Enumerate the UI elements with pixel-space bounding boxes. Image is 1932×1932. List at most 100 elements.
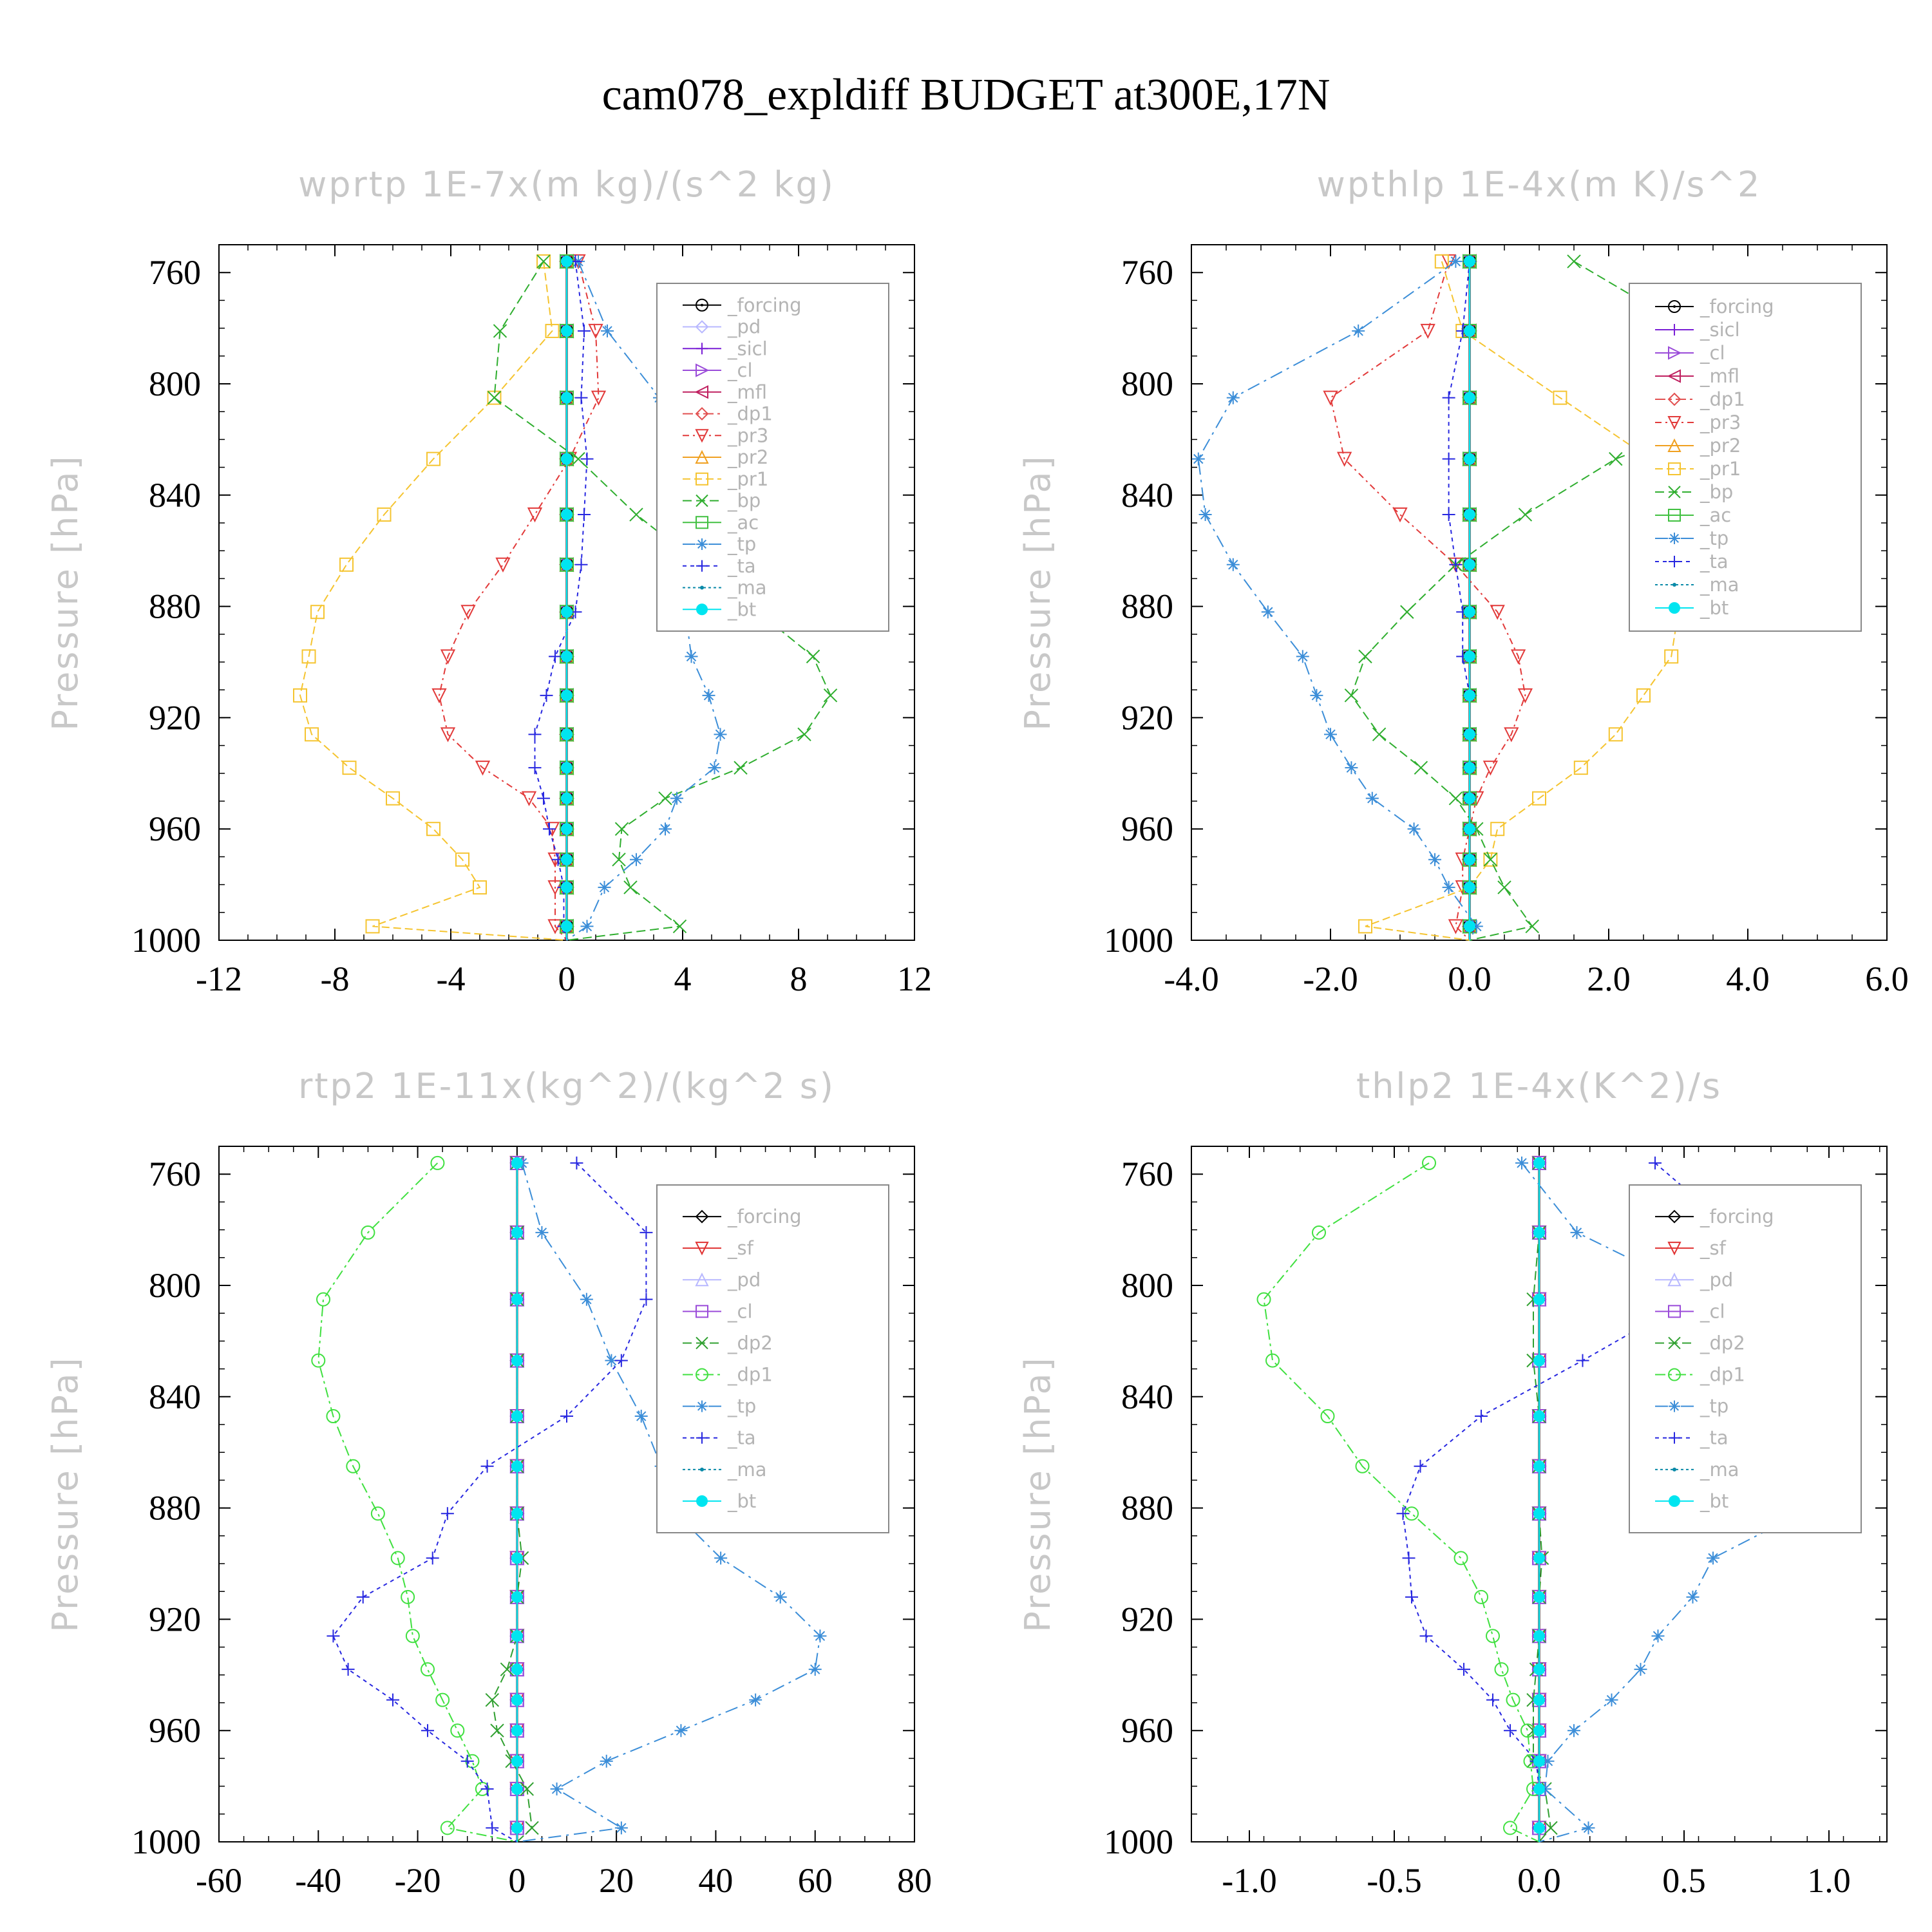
data-point-marker — [1504, 1724, 1517, 1738]
data-point-marker — [561, 823, 573, 835]
legend-symbol-marker — [1669, 533, 1680, 544]
legend-box — [1629, 1184, 1862, 1533]
legend-item: _cl — [683, 359, 753, 381]
data-point-marker — [520, 1782, 534, 1796]
data-point-marker — [356, 1590, 370, 1604]
legend: _forcing _sf _pd _cl _dp2 _dp1 _tp _ta _ma _bt — [656, 1184, 889, 1533]
legend-item: _sicl — [683, 337, 768, 359]
data-point-marker — [561, 792, 573, 804]
data-point-marker — [734, 761, 748, 775]
data-point-marker — [561, 255, 573, 267]
data-point-marker — [685, 650, 698, 663]
x-tick-label: -8 — [321, 960, 350, 998]
data-point-marker — [1449, 558, 1463, 571]
data-point-marker — [1405, 1590, 1418, 1604]
legend-label: _cl — [727, 1300, 753, 1322]
legend-label: _tp — [1700, 527, 1728, 549]
data-point-marker — [365, 919, 380, 934]
legend-symbol-marker — [1667, 438, 1681, 452]
y-tick-label: 920 — [1121, 1600, 1173, 1638]
data-point-marker — [316, 1292, 330, 1307]
legend-symbol-marker — [1667, 369, 1681, 383]
series-bt — [511, 1157, 523, 1842]
legend-item: _forcing — [683, 1206, 802, 1227]
data-point-marker — [1464, 453, 1475, 465]
data-point-marker — [605, 1354, 618, 1367]
data-point-marker — [1344, 688, 1359, 703]
x-tick-label: 20 — [599, 1861, 634, 1900]
data-point-marker — [545, 323, 560, 338]
legend-item: _pd — [1655, 1269, 1733, 1291]
data-point-marker — [561, 453, 573, 465]
data-point-marker — [1651, 1629, 1665, 1643]
data-point-marker — [511, 1157, 523, 1169]
y-tick-label: 960 — [1121, 810, 1173, 848]
series-bt — [1464, 255, 1475, 940]
x-tick-label: 4.0 — [1726, 960, 1770, 998]
y-tick-label: 800 — [149, 1266, 201, 1305]
data-point-marker — [1533, 1663, 1545, 1676]
legend-symbol-marker — [1667, 416, 1681, 430]
legend-item: _pr1 — [683, 468, 768, 490]
y-tick-label: 760 — [149, 1155, 201, 1193]
legend-symbol-marker — [696, 538, 708, 550]
data-point-marker — [702, 688, 715, 702]
legend-item: _bt — [1655, 597, 1728, 619]
data-point-marker — [1474, 1589, 1488, 1604]
data-point-marker — [1533, 1630, 1545, 1642]
legend-label: _pr2 — [1700, 435, 1741, 457]
data-point-marker — [1265, 1353, 1280, 1368]
legend-symbol-marker — [1668, 509, 1681, 522]
data-point-marker — [1470, 920, 1483, 933]
data-point-marker — [1464, 558, 1475, 571]
legend-symbol-marker — [1667, 1242, 1681, 1256]
data-point-marker — [1533, 1410, 1545, 1423]
data-point-marker — [401, 1589, 415, 1604]
data-point-marker — [1544, 1821, 1558, 1835]
series-ta — [1396, 1156, 1743, 1842]
data-point-marker — [1355, 1459, 1370, 1473]
series-line — [332, 1162, 647, 1842]
data-point-marker — [1506, 1692, 1520, 1707]
data-point-marker — [1296, 650, 1309, 663]
data-point-marker — [440, 727, 456, 743]
legend-symbol-marker — [700, 1467, 704, 1472]
legend-item: _bt — [1655, 1490, 1728, 1512]
data-point-marker — [1320, 1409, 1335, 1424]
data-point-marker — [1464, 650, 1475, 663]
data-point-marker — [1533, 1552, 1545, 1564]
x-tick-label: 6.0 — [1865, 960, 1909, 998]
data-point-marker — [1570, 1226, 1584, 1239]
data-point-marker — [561, 392, 573, 404]
series-pr1 — [293, 254, 567, 941]
data-point-marker — [550, 1782, 564, 1795]
data-point-marker — [1490, 822, 1505, 837]
data-point-marker — [386, 1693, 399, 1707]
data-point-marker — [311, 1353, 326, 1368]
legend-item: _ma — [1655, 574, 1739, 596]
legend-label: _tp — [1700, 1396, 1728, 1417]
data-point-marker — [361, 1225, 375, 1240]
y-tick-label: 840 — [149, 476, 201, 515]
data-point-marker — [431, 688, 447, 704]
data-point-marker — [708, 761, 721, 775]
data-point-marker — [1634, 1663, 1647, 1676]
data-point-marker — [612, 853, 626, 867]
legend-symbol-marker — [1667, 1273, 1681, 1287]
legend-label: _ac — [1700, 504, 1731, 526]
data-point-marker — [1449, 254, 1463, 268]
data-point-marker — [493, 324, 507, 338]
data-point-marker — [528, 728, 542, 741]
data-point-marker — [310, 605, 325, 620]
data-point-marker — [327, 1629, 340, 1643]
data-point-marker — [1434, 254, 1449, 269]
data-point-marker — [1533, 1822, 1545, 1834]
data-point-marker — [511, 1630, 523, 1642]
data-point-marker — [1664, 649, 1679, 664]
data-point-marker — [1515, 1156, 1528, 1170]
legend-item: _ma — [683, 1459, 767, 1481]
data-point-marker — [528, 761, 542, 775]
legend-symbol-marker — [1667, 1209, 1681, 1224]
legend-item: _sf — [683, 1237, 754, 1259]
legend-box — [656, 1184, 889, 1533]
